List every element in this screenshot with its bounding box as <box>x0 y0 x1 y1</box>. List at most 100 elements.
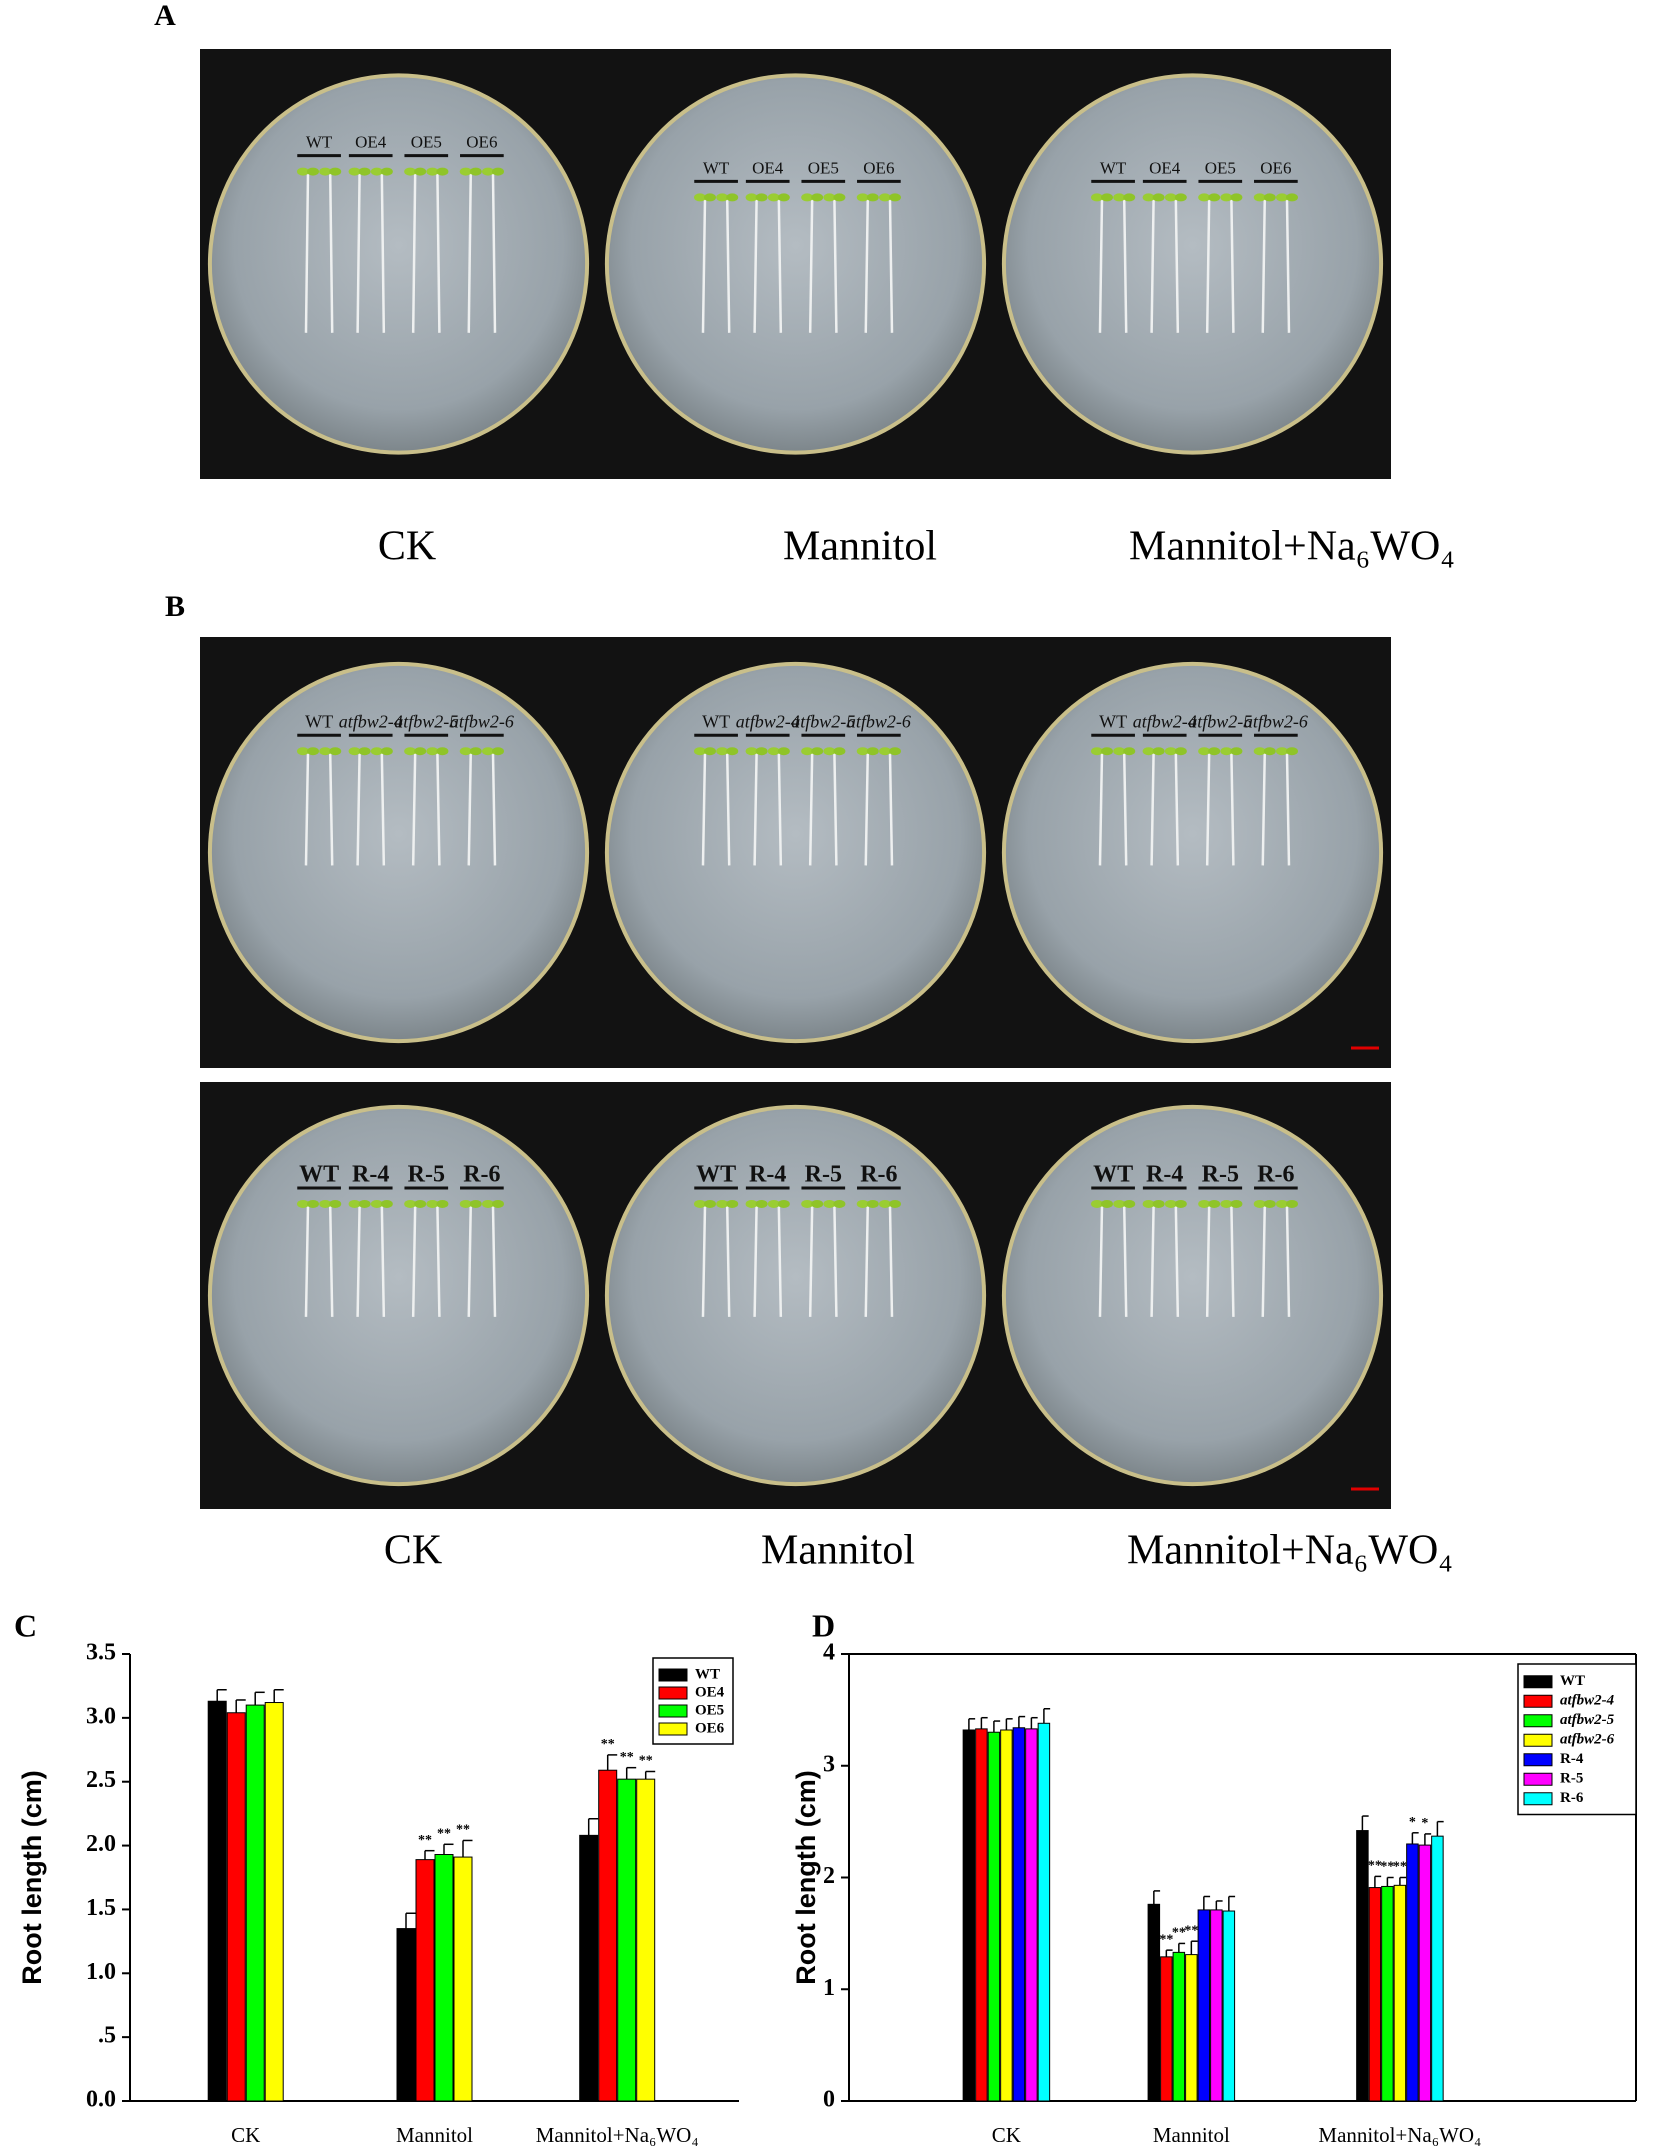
seedling-root <box>380 753 386 866</box>
significance-mark: ** <box>1172 1926 1186 1941</box>
genotype-label: R-5 <box>805 1161 842 1187</box>
seedling-leaf <box>1285 193 1298 202</box>
seedling-leaf <box>370 167 383 176</box>
significance-mark: ** <box>601 1737 615 1752</box>
seedling-root <box>864 753 870 866</box>
seedling-leaf <box>1090 747 1103 756</box>
seedling-leaf <box>469 747 482 756</box>
plate-agar <box>211 1108 586 1483</box>
y-tick-label: 1.0 <box>86 1959 116 1985</box>
seedling-leaf <box>348 167 361 176</box>
legend-label: atfbw2-6 <box>1560 1732 1615 1748</box>
genotype-label: OE4 <box>1149 158 1181 177</box>
x-tick-label: Mannitol <box>396 2123 473 2147</box>
seedling-leaf <box>1220 193 1233 202</box>
seedling-root <box>491 753 497 866</box>
seedling-leaf <box>370 747 383 756</box>
bar <box>1037 1722 1051 2102</box>
seedling-leaf <box>481 1199 494 1208</box>
seedling-leaf <box>358 747 371 756</box>
genotype-label: atfbw2-6 <box>847 711 911 731</box>
seedling-leaf <box>811 193 824 202</box>
seedling-leaf <box>1253 747 1266 756</box>
seedling-leaf <box>801 193 814 202</box>
seedling-leaf <box>296 747 309 756</box>
significance-mark: ** <box>1368 1859 1382 1874</box>
y-tick-label: 2.0 <box>86 1831 116 1857</box>
seedling-root <box>356 1205 361 1317</box>
seedling-leaf <box>888 1199 901 1208</box>
seedling-leaf <box>1230 193 1243 202</box>
bar <box>434 1854 454 2102</box>
bar <box>1197 1909 1211 2102</box>
seedling-leaf <box>1174 1199 1187 1208</box>
seedling-leaf <box>801 747 814 756</box>
seedling-leaf <box>1113 747 1126 756</box>
seedling-root <box>411 1205 417 1317</box>
bar <box>1000 1729 1013 2102</box>
legend-swatch <box>1523 1694 1553 1708</box>
seedling-leaf <box>703 193 716 202</box>
seedling-root <box>304 173 310 333</box>
seedling-leaf <box>777 193 790 202</box>
seedling-leaf <box>319 167 332 176</box>
seedling-leaf <box>380 747 393 756</box>
seedling-leaf <box>878 747 891 756</box>
seedling-leaf <box>481 167 494 176</box>
bar <box>1418 1844 1432 2102</box>
genotype-label: atfbw2-6 <box>450 711 514 731</box>
seedling-leaf <box>1263 1199 1276 1208</box>
seedling-leaf <box>1208 193 1221 202</box>
seedling-leaf <box>404 167 417 176</box>
legend-swatch <box>658 1668 688 1682</box>
seedling-leaf <box>703 747 716 756</box>
seedling-leaf <box>866 747 879 756</box>
genotype-label: atfbw2-6 <box>1244 711 1308 731</box>
seedling-leaf <box>329 747 342 756</box>
seedling-root <box>725 753 731 866</box>
seedling-leaf <box>755 747 768 756</box>
genotype-label: WT <box>305 711 333 731</box>
legend-label: OE6 <box>695 1720 725 1736</box>
seedling-leaf <box>414 747 427 756</box>
seedling-leaf <box>1198 193 1211 202</box>
seedling-leaf <box>1174 747 1187 756</box>
seedling-leaf <box>1100 747 1113 756</box>
seedling-leaf <box>726 747 739 756</box>
genotype-label: atfbw2-5 <box>1188 711 1252 731</box>
seedling-root <box>1261 199 1267 333</box>
seedling-root <box>1150 199 1155 333</box>
seedling-leaf <box>1275 1199 1288 1208</box>
bar <box>1210 1909 1223 2102</box>
seedling-leaf <box>1220 747 1233 756</box>
y-axis-label: Root length (cm) <box>17 1770 47 1984</box>
genotype-label: R-6 <box>860 1161 897 1187</box>
seedling-leaf <box>1100 1199 1113 1208</box>
genotype-label: R-4 <box>1146 1161 1183 1187</box>
seedling-leaf <box>1220 1199 1233 1208</box>
plate-agar <box>1005 1108 1380 1483</box>
seedling-leaf <box>1263 193 1276 202</box>
legend-label: atfbw2-4 <box>1560 1693 1615 1709</box>
seedling-leaf <box>693 1199 706 1208</box>
seedling-leaf <box>469 167 482 176</box>
seedling-leaf <box>833 193 846 202</box>
seedling-root <box>304 753 310 866</box>
seedling-leaf <box>888 747 901 756</box>
genotype-label: atfbw2-4 <box>736 711 800 731</box>
seedling-leaf <box>726 193 739 202</box>
seedling-leaf <box>1275 193 1288 202</box>
legend-label: R-6 <box>1560 1790 1584 1806</box>
seedling-root <box>1098 753 1104 866</box>
seedling-leaf <box>380 167 393 176</box>
significance-mark: ** <box>418 1833 432 1848</box>
seedling-leaf <box>1263 747 1276 756</box>
seedling-leaf <box>833 1199 846 1208</box>
seedling-leaf <box>329 1199 342 1208</box>
bar <box>1406 1843 1419 2102</box>
seedling-root <box>833 199 838 333</box>
seedling-root <box>1098 1205 1104 1317</box>
seedling-root <box>1261 1205 1267 1317</box>
legend-swatch <box>1523 1733 1553 1747</box>
